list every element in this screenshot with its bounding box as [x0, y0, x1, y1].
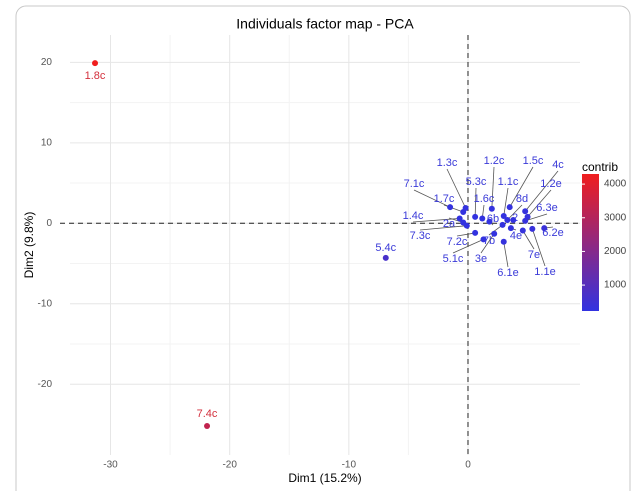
point-label: 5.1c [443, 253, 464, 265]
leader-line [531, 228, 546, 267]
point-label: 1.8c [85, 70, 106, 82]
point-label: 6.2e [542, 227, 563, 239]
point [460, 209, 467, 216]
point [504, 217, 511, 224]
point-label: 1.2c [484, 155, 505, 167]
y-axis-label: Dim2 (9.8%) [22, 212, 36, 279]
point [472, 213, 479, 220]
point-label: 1.5c [523, 155, 544, 167]
y-tick-label: -20 [38, 379, 53, 390]
leader-line [527, 189, 552, 218]
colorbar [582, 174, 599, 311]
leader-line [480, 233, 495, 254]
point [541, 225, 548, 232]
x-tick-label: -10 [342, 460, 357, 471]
point [491, 230, 498, 237]
point-label: 1.1c [498, 176, 519, 188]
x-tick-label: -30 [103, 460, 118, 471]
point [480, 236, 487, 243]
point-label: 8d [516, 193, 528, 205]
leader-line [419, 225, 467, 231]
leader-line [456, 232, 476, 237]
point [522, 208, 529, 215]
point-label: 6.1e [497, 267, 518, 279]
point-label: 7.4c [197, 408, 218, 420]
frame [15, 5, 631, 496]
point-label: 1.2e [540, 178, 561, 190]
point [463, 222, 470, 229]
leader-line [446, 168, 466, 209]
point-label: 1.7c [434, 193, 455, 205]
point [510, 217, 517, 224]
leader-line [503, 187, 509, 217]
point [204, 423, 211, 430]
point [499, 221, 506, 228]
point-label: 1.1e [534, 266, 555, 278]
point-label: 1.4c [403, 210, 424, 222]
colorbar-tick-label: 2000 [604, 246, 627, 257]
point [488, 205, 495, 212]
y-tick-label: -10 [38, 298, 53, 309]
point-label: 4c [552, 159, 564, 171]
point-label: 3e [475, 253, 487, 265]
point [500, 213, 507, 220]
x-tick-label: -20 [222, 460, 237, 471]
point-label: 6.3e [536, 202, 557, 214]
point-label: 7.3c [410, 230, 431, 242]
point [522, 217, 529, 224]
point-label: 5.4c [375, 242, 396, 254]
leader-line [507, 204, 523, 221]
point [472, 229, 479, 236]
leader-line [474, 187, 477, 217]
point [500, 238, 507, 245]
point-label: 4e [510, 230, 522, 242]
point-label: 7e [528, 249, 540, 261]
point [92, 60, 99, 67]
leader-line [452, 239, 484, 254]
colorbar-tick-label: 1000 [604, 280, 627, 291]
point [529, 225, 536, 232]
leader-line [524, 170, 559, 212]
point [507, 225, 514, 232]
point-label: 1.3c [437, 157, 458, 169]
point-label: 5.3c [466, 176, 487, 188]
leader-line [413, 189, 451, 208]
leader-line [491, 166, 495, 209]
leader-line [503, 241, 509, 268]
x-axis-label: Dim1 (15.2%) [288, 471, 361, 485]
point [447, 204, 454, 211]
colorbar-tick-label: 4000 [604, 179, 627, 190]
y-tick-label: 0 [46, 218, 52, 229]
colorbar-tick-label: 3000 [604, 212, 627, 223]
y-tick-label: 10 [41, 137, 53, 148]
point-label: 1.6c [474, 193, 495, 205]
point [506, 204, 513, 211]
point-label: 7.1c [404, 178, 425, 190]
x-tick-label: 0 [465, 460, 471, 471]
chart-title: Individuals factor map - PCA [236, 16, 414, 32]
leader-line [509, 166, 534, 208]
point [382, 254, 389, 261]
legend-title: contrib [582, 160, 618, 174]
point [486, 218, 493, 225]
point [519, 227, 526, 234]
y-tick-label: 20 [41, 57, 53, 68]
point-label: 7.2c [447, 236, 468, 248]
point [456, 215, 463, 222]
leader-line [525, 213, 548, 222]
leader-line [522, 230, 535, 250]
point [479, 215, 486, 222]
leader-line [443, 204, 464, 213]
